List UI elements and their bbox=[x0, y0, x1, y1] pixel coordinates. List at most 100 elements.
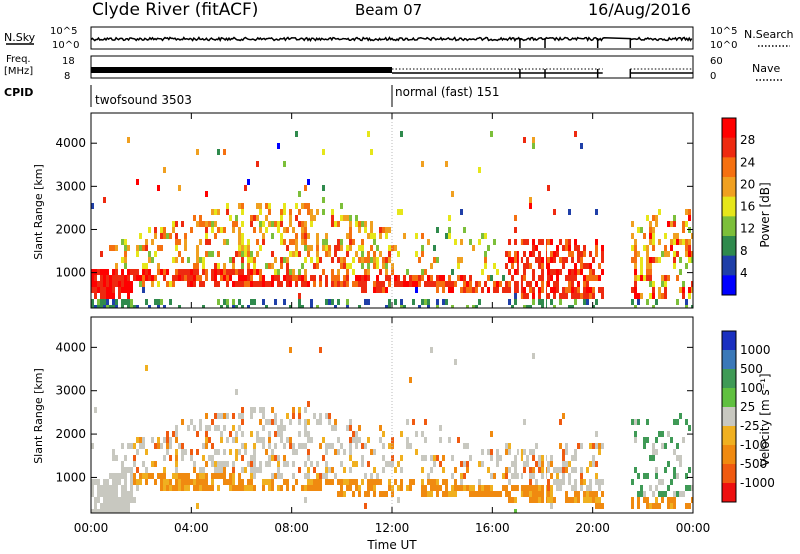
heatmap-cell bbox=[280, 437, 283, 443]
heatmap-cell bbox=[229, 215, 232, 221]
heatmap-cell bbox=[175, 455, 178, 461]
heatmap-cell bbox=[283, 479, 286, 485]
heatmap-cell bbox=[139, 245, 142, 251]
heatmap-cell bbox=[598, 503, 601, 509]
heatmap-cell bbox=[262, 221, 265, 227]
heatmap-cell bbox=[181, 473, 184, 479]
heatmap-cell bbox=[346, 245, 349, 251]
heatmap-cell bbox=[520, 491, 523, 497]
heatmap-cell bbox=[286, 269, 289, 275]
heatmap-cell bbox=[472, 245, 475, 251]
colorbar-tick-label: 1000 bbox=[740, 343, 771, 357]
heatmap-cell bbox=[241, 257, 244, 263]
heatmap-cell bbox=[586, 287, 589, 293]
heatmap-cell bbox=[505, 281, 508, 287]
heatmap-cell bbox=[352, 479, 355, 485]
heatmap-cell bbox=[130, 443, 133, 449]
heatmap-cell bbox=[298, 221, 301, 227]
heatmap-cell bbox=[364, 221, 367, 227]
heatmap-cell bbox=[130, 485, 133, 491]
heatmap-cell bbox=[238, 485, 241, 491]
heatmap-cell bbox=[634, 293, 637, 299]
heatmap-cell bbox=[676, 443, 679, 449]
heatmap-cell bbox=[292, 269, 295, 275]
heatmap-cell bbox=[211, 209, 214, 215]
heatmap-cell bbox=[490, 491, 493, 497]
heatmap-cell bbox=[553, 209, 556, 215]
heatmap-cell bbox=[304, 431, 307, 437]
heatmap-cell bbox=[514, 467, 517, 473]
heatmap-cell bbox=[238, 227, 241, 233]
heatmap-cell bbox=[670, 503, 673, 509]
heatmap-cell bbox=[400, 455, 403, 461]
heatmap-cell bbox=[679, 461, 682, 467]
heatmap-cell bbox=[109, 497, 112, 503]
heatmap-cell bbox=[454, 359, 457, 365]
heatmap-cell bbox=[238, 413, 241, 419]
heatmap-cell bbox=[439, 461, 442, 467]
heatmap-cell bbox=[529, 197, 532, 203]
heatmap-cell bbox=[634, 437, 637, 443]
heatmap-cell bbox=[382, 227, 385, 233]
heatmap-cell bbox=[688, 257, 691, 263]
heatmap-cell bbox=[556, 245, 559, 251]
heatmap-cell bbox=[490, 131, 493, 137]
heatmap-cell bbox=[508, 443, 511, 449]
heatmap-cell bbox=[433, 257, 436, 263]
colorbar-swatch bbox=[722, 216, 736, 237]
heatmap-cell bbox=[325, 281, 328, 287]
heatmap-cell bbox=[397, 281, 400, 287]
heatmap-cell bbox=[172, 221, 175, 227]
heatmap-cell bbox=[175, 431, 178, 437]
heatmap-cell bbox=[232, 305, 235, 308]
heatmap-cell bbox=[370, 479, 373, 485]
heatmap-cell bbox=[106, 287, 109, 293]
heatmap-cell bbox=[157, 305, 160, 308]
heatmap-cell bbox=[382, 263, 385, 269]
heatmap-cell bbox=[343, 491, 346, 497]
heatmap-cell bbox=[229, 449, 232, 455]
heatmap-cell bbox=[310, 461, 313, 467]
heatmap-cell bbox=[658, 239, 661, 245]
heatmap-cell bbox=[304, 497, 307, 503]
heatmap-cell bbox=[511, 461, 514, 467]
heatmap-cell bbox=[196, 275, 199, 281]
heatmap-cell bbox=[298, 443, 301, 449]
heatmap-cell bbox=[598, 449, 601, 455]
heatmap-cell bbox=[442, 491, 445, 497]
heatmap-cell bbox=[343, 257, 346, 263]
heatmap-cell bbox=[400, 131, 403, 137]
heatmap-cell bbox=[661, 431, 664, 437]
heatmap-cell bbox=[547, 269, 550, 275]
heatmap-cell bbox=[259, 209, 262, 215]
heatmap-cell bbox=[235, 269, 238, 275]
heatmap-cell bbox=[571, 455, 574, 461]
heatmap-cell bbox=[154, 233, 157, 239]
heatmap-cell bbox=[121, 509, 124, 513]
heatmap-cell bbox=[316, 461, 319, 467]
heatmap-cell bbox=[439, 425, 442, 431]
heatmap-cell bbox=[283, 239, 286, 245]
heatmap-cell bbox=[253, 407, 256, 413]
heatmap-cell bbox=[568, 275, 571, 281]
heatmap-cell bbox=[268, 455, 271, 461]
heatmap-cell bbox=[142, 275, 145, 281]
heatmap-cell bbox=[229, 485, 232, 491]
heatmap-cell bbox=[268, 263, 271, 269]
heatmap-cell bbox=[460, 239, 463, 245]
heatmap-cell bbox=[250, 281, 253, 287]
heatmap-cell bbox=[469, 287, 472, 293]
heatmap-cell bbox=[385, 263, 388, 269]
freq-band bbox=[91, 67, 392, 73]
heatmap-cell bbox=[577, 497, 580, 503]
heatmap-cell bbox=[469, 491, 472, 497]
heatmap-cell bbox=[655, 485, 658, 491]
heatmap-cell bbox=[256, 437, 259, 443]
heatmap-cell bbox=[133, 269, 136, 275]
heatmap-cell bbox=[388, 461, 391, 467]
heatmap-cell bbox=[169, 299, 172, 305]
heatmap-cell bbox=[304, 443, 307, 449]
heatmap-cell bbox=[325, 449, 328, 455]
heatmap-cell bbox=[634, 287, 637, 293]
heatmap-cell bbox=[244, 275, 247, 281]
